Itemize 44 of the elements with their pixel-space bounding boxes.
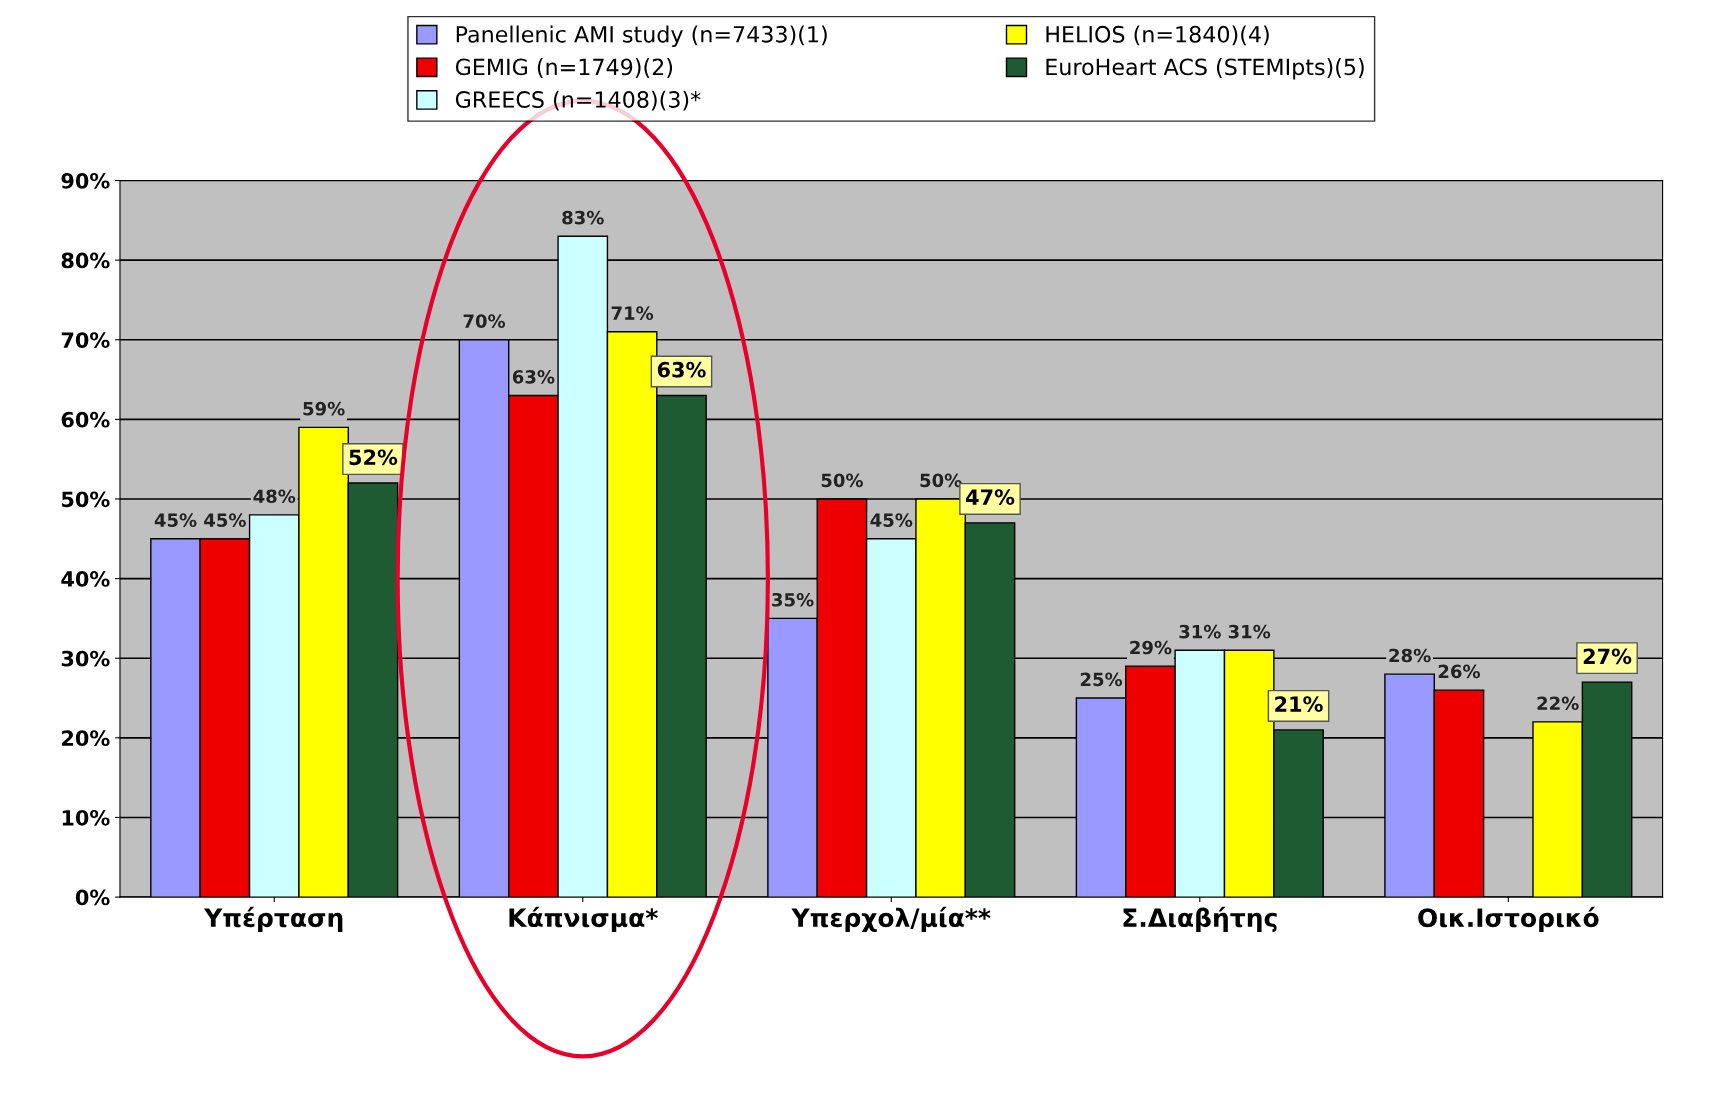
y-tick-label: 20% [62, 730, 110, 747]
x-tick-label: Υπέρταση [203, 906, 343, 932]
y-tick-label: 60% [61, 411, 110, 428]
data-label: 50% [821, 473, 863, 488]
y-tick-label: 80% [61, 252, 110, 269]
x-tick-label: Κάπνισμα* [509, 906, 658, 933]
data-label: 31% [1179, 624, 1221, 639]
data-label: 83% [562, 210, 604, 225]
y-tick-label: 30% [61, 650, 110, 667]
data-label: 71% [611, 306, 654, 320]
y-tick-label: 0% [75, 889, 110, 906]
data-label: 35% [772, 592, 814, 607]
data-label: 29% [1130, 640, 1172, 655]
data-label: 26% [1438, 664, 1480, 679]
data-label: 25% [1080, 672, 1123, 687]
data-label: 45% [870, 513, 913, 527]
data-label: 52% [349, 449, 398, 466]
y-tick-label: 90% [61, 172, 110, 189]
data-label: 28% [1389, 648, 1431, 663]
x-tick-label: Υπερχολ/μία** [791, 906, 991, 933]
data-label: 48% [253, 489, 296, 504]
legend-label: GREECS (n=1408)(3)* [455, 90, 701, 111]
data-label: 45% [154, 513, 197, 527]
legend-label: HELIOS (n=1840)(4) [1046, 25, 1269, 46]
x-tick-label: Οικ.Ιστορικό [1418, 906, 1599, 932]
data-label: 50% [920, 473, 962, 488]
x-tick-label: Σ.Διαβήτης [1123, 906, 1277, 932]
legend-label: GEMIG (n=1749)(2) [455, 58, 673, 78]
data-label: 59% [303, 401, 345, 416]
y-tick-label: 40% [61, 571, 110, 587]
data-label: 47% [966, 489, 1015, 505]
y-tick-label: 70% [61, 332, 110, 348]
data-label: 22% [1537, 696, 1579, 711]
data-label: 31% [1228, 624, 1271, 639]
data-label: 63% [512, 369, 555, 384]
legend-label: EuroHeart ACS (STEMIpts)(5) [1046, 58, 1364, 80]
y-tick-label: 10% [62, 809, 110, 826]
y-tick-label: 50% [62, 491, 110, 508]
data-label: 21% [1275, 696, 1323, 712]
data-label: 63% [657, 361, 706, 378]
data-label: 27% [1583, 648, 1632, 665]
data-label: 45% [204, 513, 246, 527]
legend-label: Panellenic AMI study (n=7433)(1) [456, 25, 827, 47]
data-label: 70% [463, 314, 506, 328]
